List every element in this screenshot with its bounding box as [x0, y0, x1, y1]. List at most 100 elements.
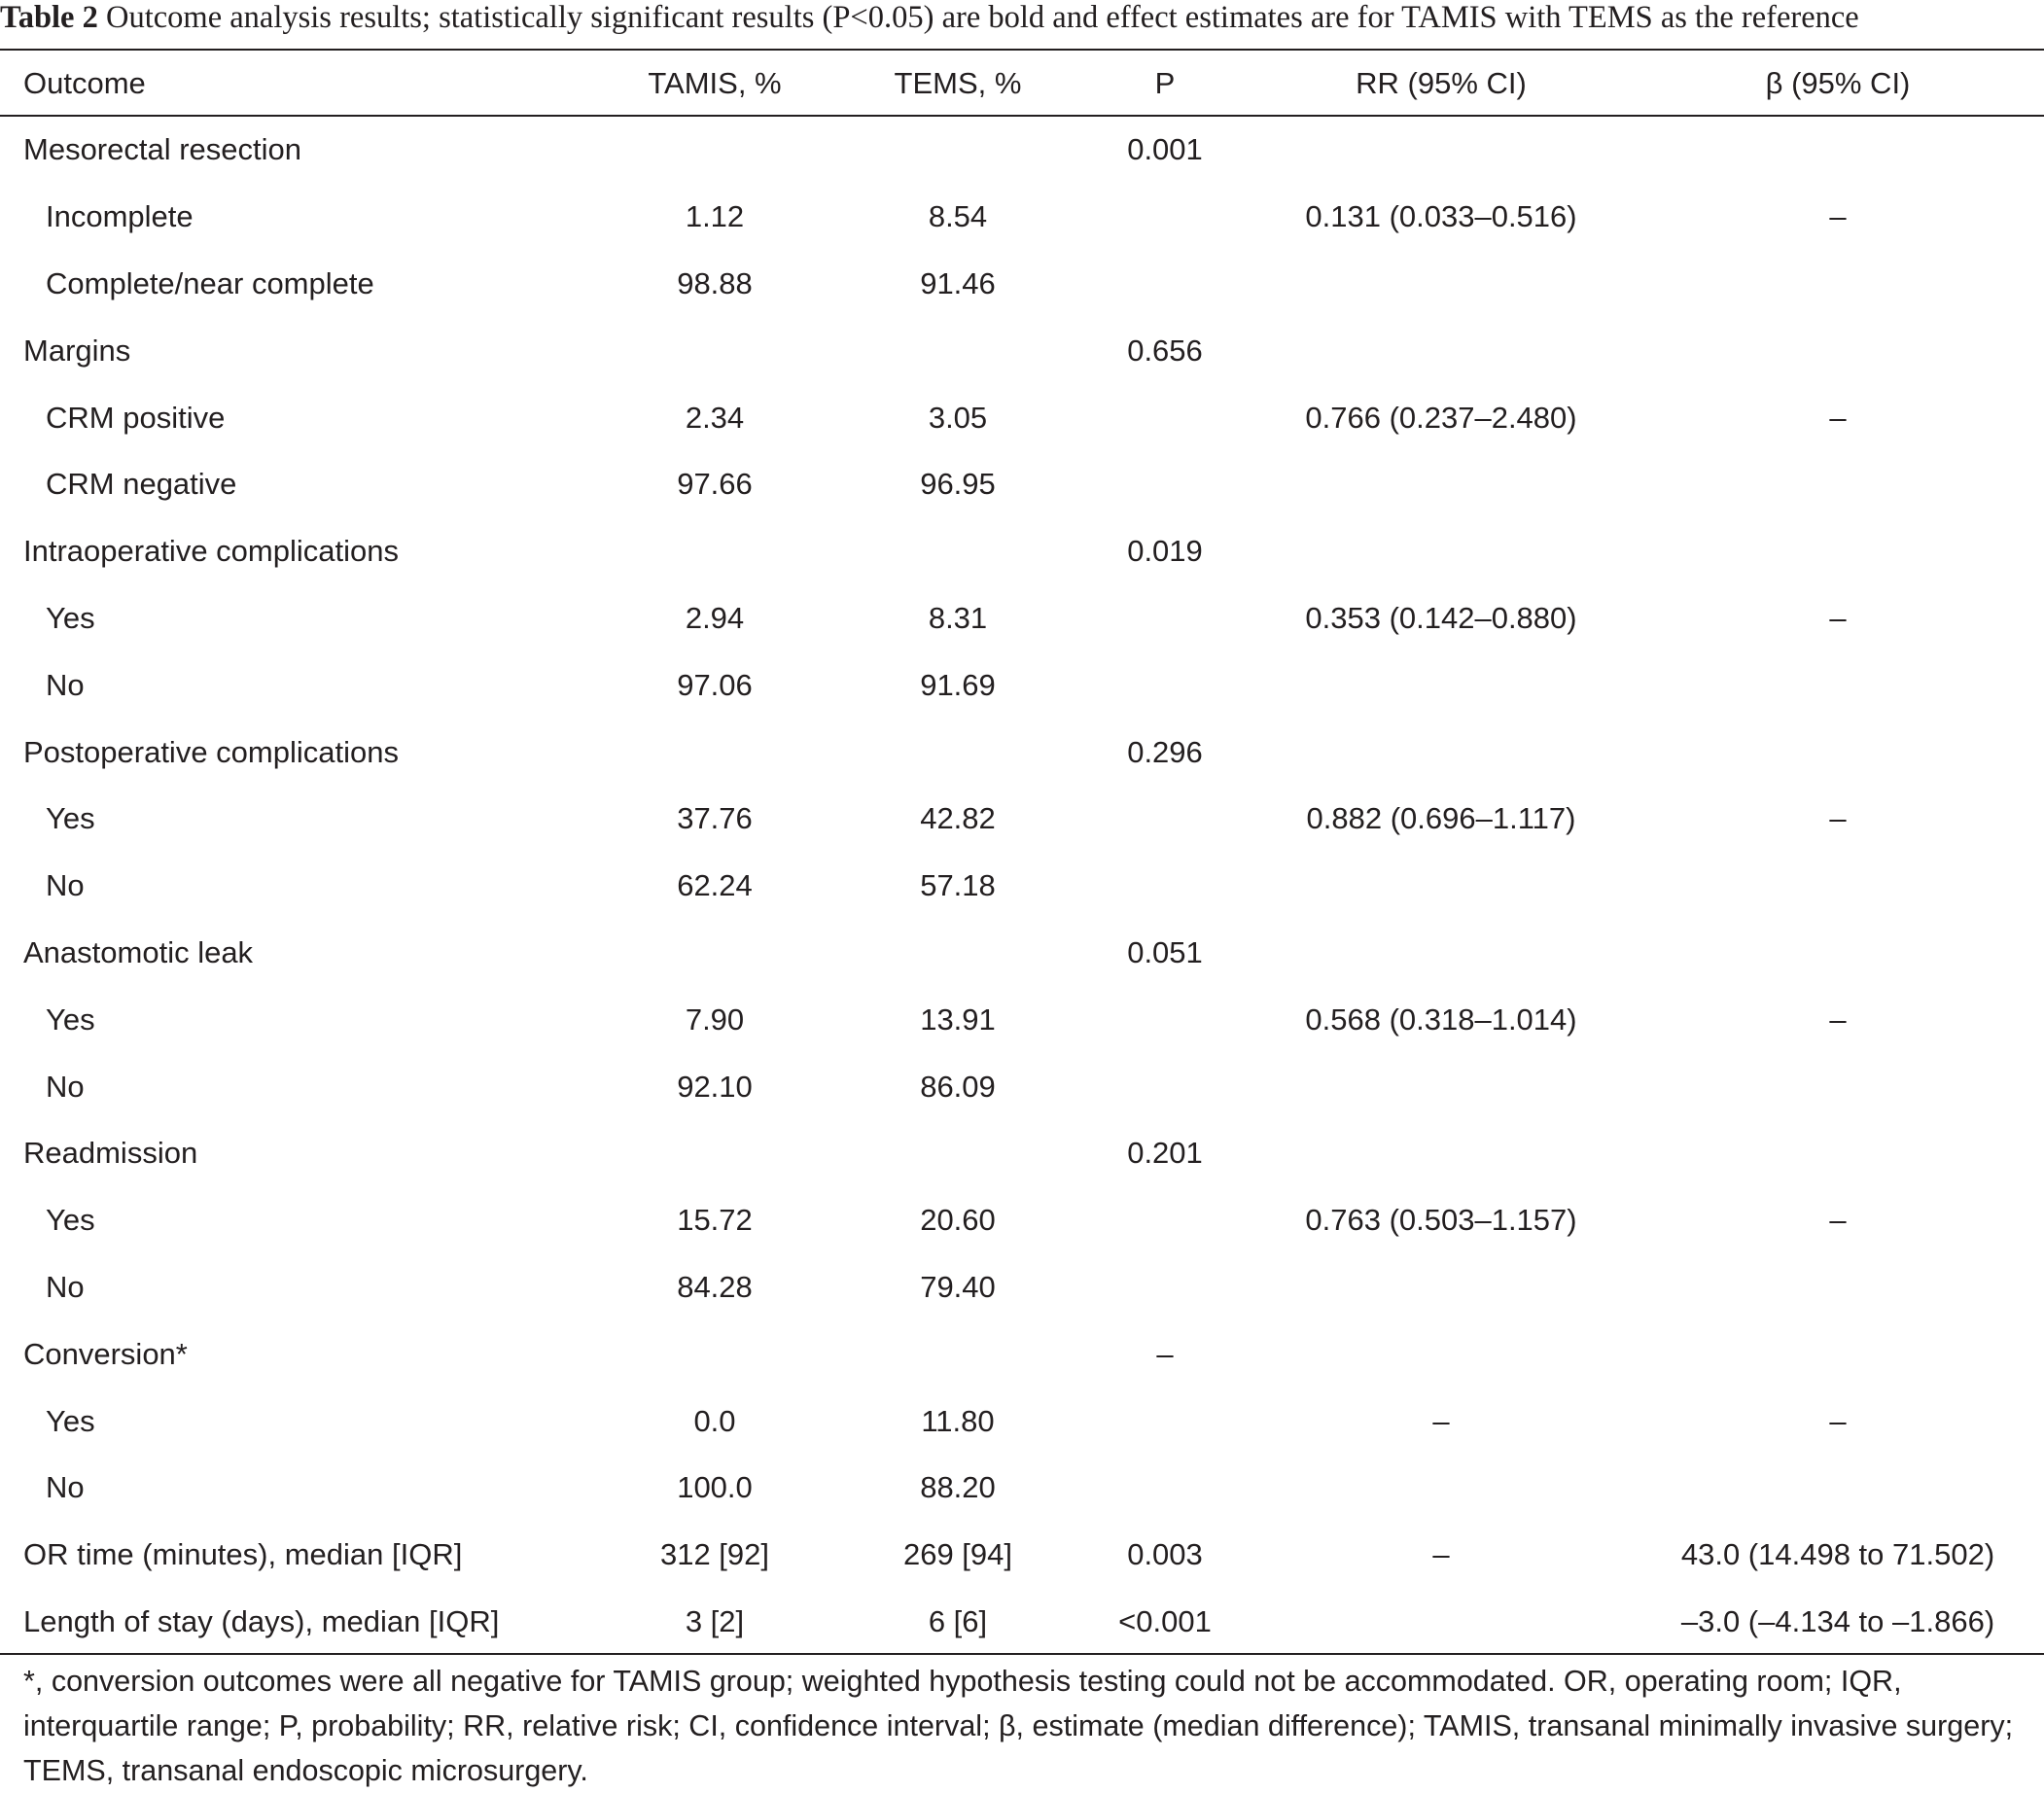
cell-p-value — [1097, 585, 1233, 652]
cell-beta — [1643, 920, 2032, 987]
cell-rr — [1247, 719, 1636, 786]
cell-tems: 96.95 — [920, 467, 996, 502]
cell-p-value — [1097, 1254, 1233, 1321]
cell-tamis: 97.06 — [677, 667, 753, 702]
cell-tems: 91.69 — [920, 667, 996, 702]
cell-p-value — [1097, 1388, 1233, 1455]
cell-tems: 269 [94] — [902, 1537, 1013, 1572]
cell-p-value — [1097, 786, 1233, 853]
cell-outcome: Yes — [46, 1403, 95, 1438]
cell-p-value — [1097, 451, 1233, 518]
cell-tamis: 1.12 — [685, 199, 745, 234]
cell-p-value: 0.003 — [1127, 1537, 1203, 1572]
cell-p-value: <0.001 — [1118, 1603, 1212, 1638]
cell-rr: 0.568 (0.318–1.014) — [1305, 1002, 1577, 1037]
cell-tems — [870, 518, 1045, 585]
cell-tems: 8.54 — [928, 199, 988, 234]
table-row: Intraoperative complications 0.019 — [0, 518, 2044, 585]
cell-p-value — [1097, 1187, 1233, 1254]
cell-beta — [1643, 1320, 2032, 1388]
cell-tems — [870, 317, 1045, 384]
cell-tamis: 98.88 — [677, 265, 753, 300]
cell-tamis: 15.72 — [677, 1203, 753, 1238]
cell-outcome: Margins — [23, 333, 131, 368]
cell-p-value: – — [1156, 1336, 1174, 1371]
cell-beta — [1643, 317, 2032, 384]
cell-tamis: 92.10 — [677, 1069, 753, 1104]
cell-tems: 88.20 — [920, 1470, 996, 1505]
cell-tamis — [627, 1120, 802, 1187]
cell-rr — [1247, 1589, 1636, 1656]
table-row: Postoperative complications 0.296 — [0, 719, 2044, 786]
cell-tamis: 100.0 — [677, 1470, 753, 1505]
cell-outcome: Yes — [46, 1002, 95, 1037]
table-caption-text: Outcome analysis results; statistically … — [97, 0, 1859, 35]
cell-tems: 57.18 — [920, 868, 996, 903]
cell-outcome: Yes — [46, 1203, 95, 1238]
cell-rr — [1247, 853, 1636, 920]
cell-tamis: 7.90 — [685, 1002, 745, 1037]
cell-beta — [1643, 1254, 2032, 1321]
header-rule — [0, 115, 2044, 117]
header-p: P — [1154, 66, 1176, 101]
table-row: Anastomotic leak 0.051 — [0, 920, 2044, 987]
cell-p-value — [1097, 184, 1233, 251]
table-caption-label: Table 2 — [0, 0, 98, 35]
cell-outcome: Length of stay (days), median [IQR] — [23, 1603, 500, 1638]
cell-tamis: 97.66 — [677, 467, 753, 502]
cell-p-value: 0.201 — [1127, 1136, 1203, 1171]
cell-p-value — [1097, 251, 1233, 318]
header-tems: TEMS, % — [894, 66, 1022, 101]
table-row: No 100.0 88.20 — [0, 1455, 2044, 1522]
cell-tems: 11.80 — [921, 1403, 995, 1438]
table-row: No 84.28 79.40 — [0, 1254, 2044, 1321]
header-tamis: TAMIS, % — [648, 66, 782, 101]
cell-beta: – — [1829, 801, 1847, 836]
cell-tamis: 37.76 — [677, 801, 753, 836]
cell-tamis — [627, 1320, 802, 1388]
top-rule — [0, 49, 2044, 51]
cell-rr — [1247, 1455, 1636, 1522]
cell-outcome: No — [46, 1470, 85, 1505]
cell-beta: – — [1829, 1203, 1847, 1238]
cell-tamis: 3 [2] — [685, 1603, 745, 1638]
cell-p-value: 0.019 — [1127, 534, 1203, 569]
table-row: Mesorectal resection 0.001 — [0, 117, 2044, 184]
table-header-row: Outcome TAMIS, % TEMS, % P RR (95% CI) β… — [0, 51, 2044, 118]
cell-beta: 43.0 (14.498 to 71.502) — [1680, 1537, 1995, 1572]
cell-beta: – — [1829, 1002, 1847, 1037]
cell-rr: 0.353 (0.142–0.880) — [1305, 600, 1577, 635]
cell-tems: 91.46 — [920, 265, 996, 300]
cell-rr: 0.131 (0.033–0.516) — [1305, 199, 1577, 234]
cell-p-value — [1097, 1455, 1233, 1522]
cell-p-value: 0.656 — [1127, 333, 1203, 368]
cell-rr — [1247, 920, 1636, 987]
cell-rr: – — [1432, 1537, 1450, 1572]
cell-outcome: Mesorectal resection — [23, 132, 302, 167]
cell-rr — [1247, 117, 1636, 184]
cell-tems — [870, 117, 1045, 184]
cell-rr — [1247, 518, 1636, 585]
cell-rr: 0.763 (0.503–1.157) — [1305, 1203, 1577, 1238]
cell-outcome: Incomplete — [46, 199, 194, 234]
cell-tems: 86.09 — [920, 1069, 996, 1104]
header-outcome: Outcome — [23, 66, 146, 101]
cell-tems: 79.40 — [920, 1269, 996, 1304]
cell-rr — [1247, 317, 1636, 384]
cell-beta: – — [1829, 1403, 1847, 1438]
cell-tems: 20.60 — [920, 1203, 996, 1238]
cell-rr — [1247, 651, 1636, 719]
cell-outcome: No — [46, 1069, 85, 1104]
cell-beta: – — [1829, 600, 1847, 635]
cell-p-value — [1097, 651, 1233, 719]
cell-tamis: 2.34 — [685, 400, 745, 435]
cell-outcome: CRM negative — [46, 467, 237, 502]
table-row: OR time (minutes), median [IQR] 312 [92] 2… — [0, 1522, 2044, 1589]
cell-tems: 13.91 — [920, 1002, 996, 1037]
table-row: CRM positive 2.34 3.05 0.766 (0.237–2.480) – — [0, 384, 2044, 451]
table-row: Incomplete 1.12 8.54 0.131 (0.033–0.516) – — [0, 184, 2044, 251]
table-row: Yes 7.90 13.91 0.568 (0.318–1.014) – — [0, 986, 2044, 1053]
cell-outcome: Complete/near complete — [46, 265, 374, 300]
cell-p-value — [1097, 384, 1233, 451]
table-row: Yes 0.0 11.80 – – — [0, 1388, 2044, 1455]
